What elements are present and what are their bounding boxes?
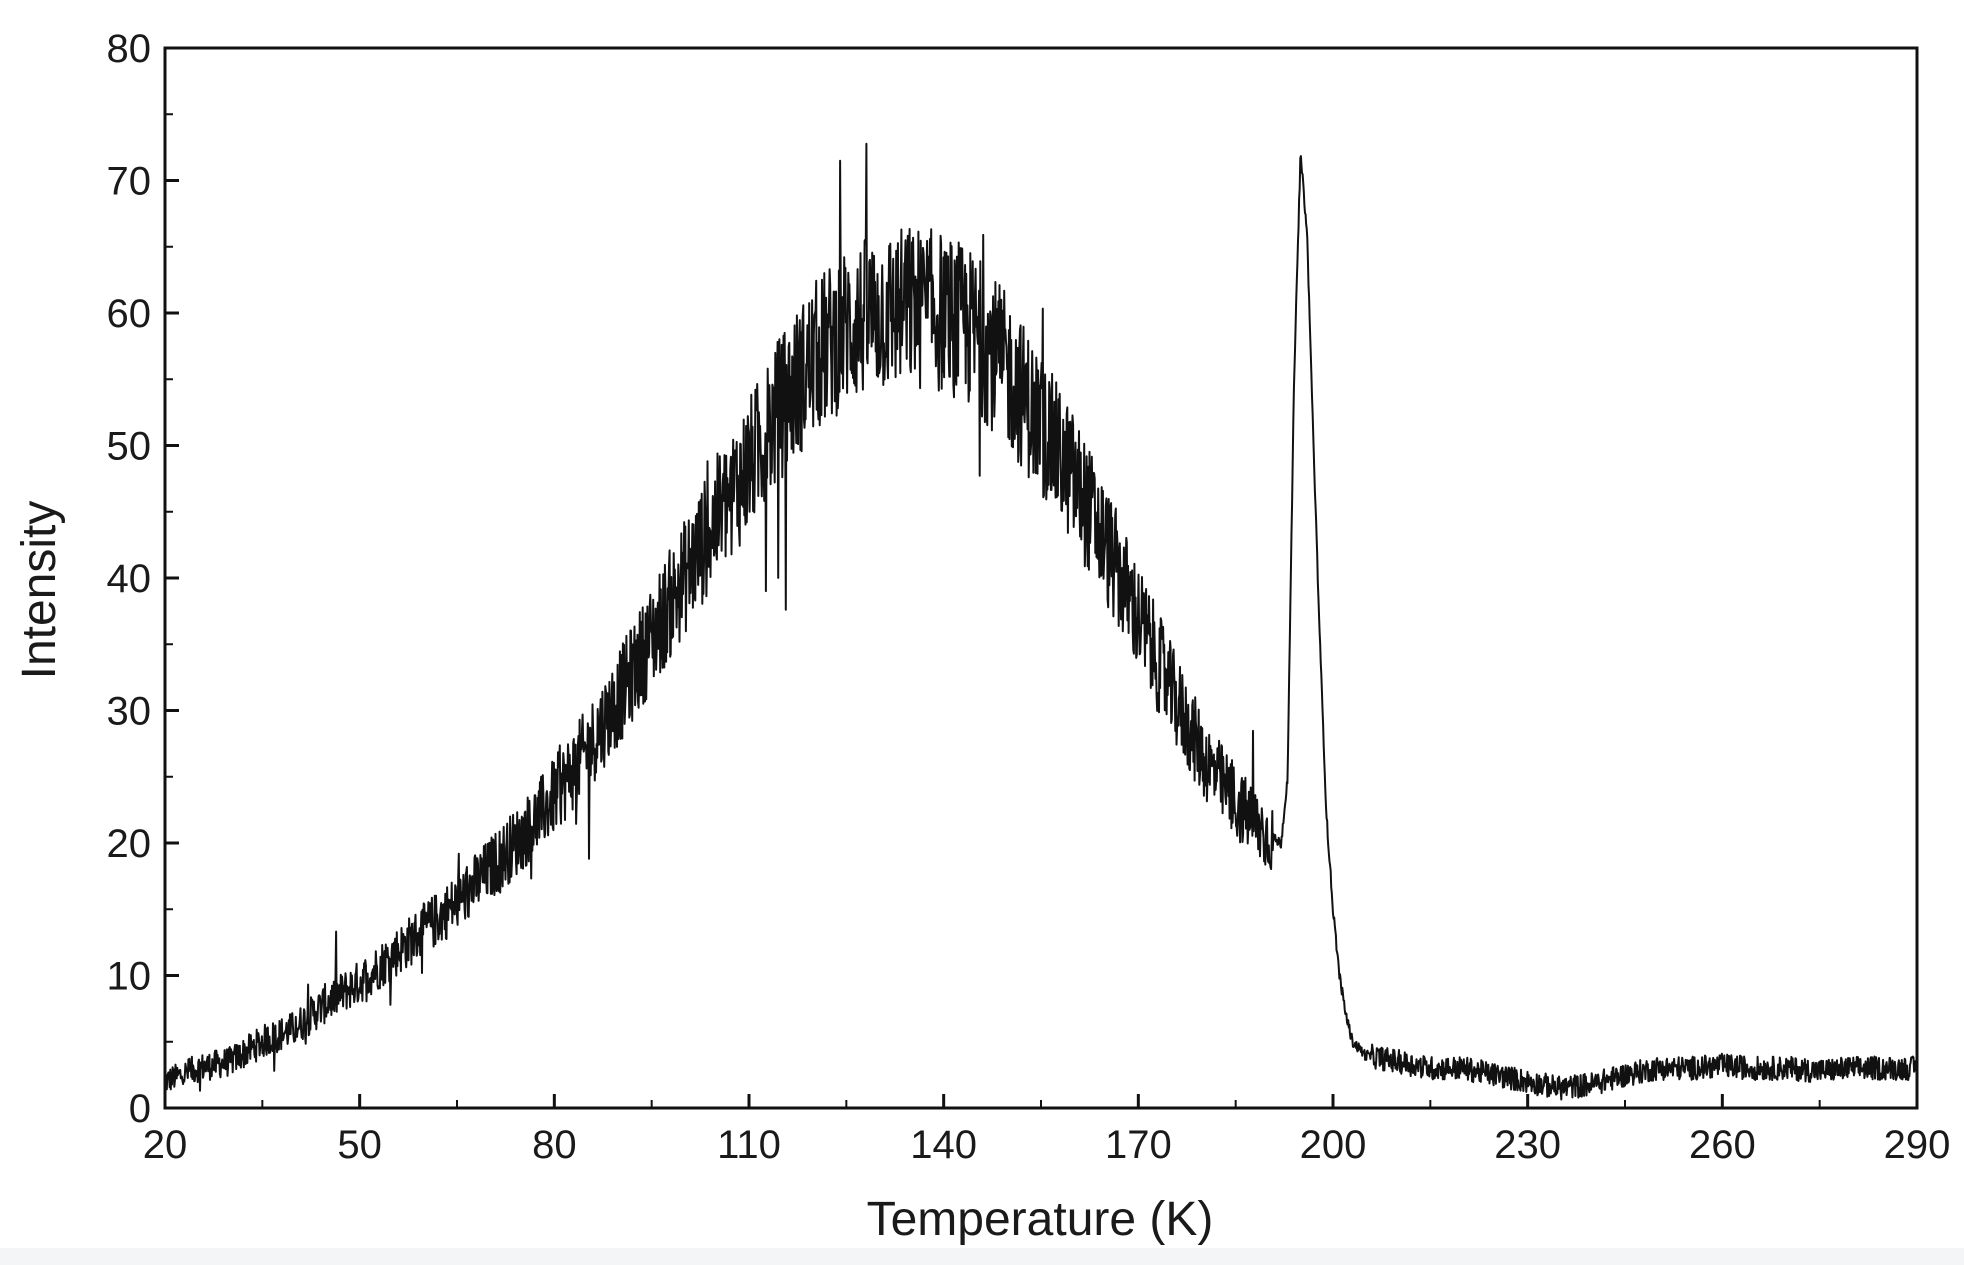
x-tick-label: 140 (910, 1123, 977, 1167)
x-tick-label: 170 (1105, 1123, 1172, 1167)
series-layer (164, 142, 1918, 1101)
x-tick-label: 50 (337, 1123, 382, 1167)
x-tick-label: 260 (1689, 1123, 1756, 1167)
y-tick-label: 60 (107, 292, 152, 336)
y-tick-label: 50 (107, 425, 152, 469)
x-tick-label: 200 (1300, 1123, 1367, 1167)
y-tick-label: 20 (107, 822, 152, 866)
y-axis-label: Intensity (13, 501, 66, 680)
y-tick-label: 70 (107, 160, 152, 204)
series-line-0 (164, 142, 1918, 1101)
y-tick-label: 0 (129, 1087, 151, 1131)
bottom-band (0, 1248, 1964, 1265)
y-tick-label: 80 (107, 27, 152, 71)
x-tick-label: 110 (717, 1123, 781, 1167)
plot-area (163, 46, 1919, 1110)
x-axis-label: Temperature (K) (867, 1193, 1214, 1246)
x-axis-ticks: 20 50 80 110 140 170 200 230 260 290 (143, 1094, 1951, 1167)
x-tick-label: 80 (532, 1123, 577, 1167)
x-tick-label: 290 (1884, 1123, 1951, 1167)
plot-frame (163, 46, 1919, 1110)
y-axis-ticks: 0 10 20 30 40 50 60 70 80 (107, 27, 179, 1131)
y-tick-label: 10 (107, 955, 152, 999)
y-tick-label: 30 (107, 690, 152, 734)
x-tick-label: 230 (1494, 1123, 1561, 1167)
x-tick-label: 20 (143, 1123, 188, 1167)
y-tick-label: 40 (107, 557, 152, 601)
